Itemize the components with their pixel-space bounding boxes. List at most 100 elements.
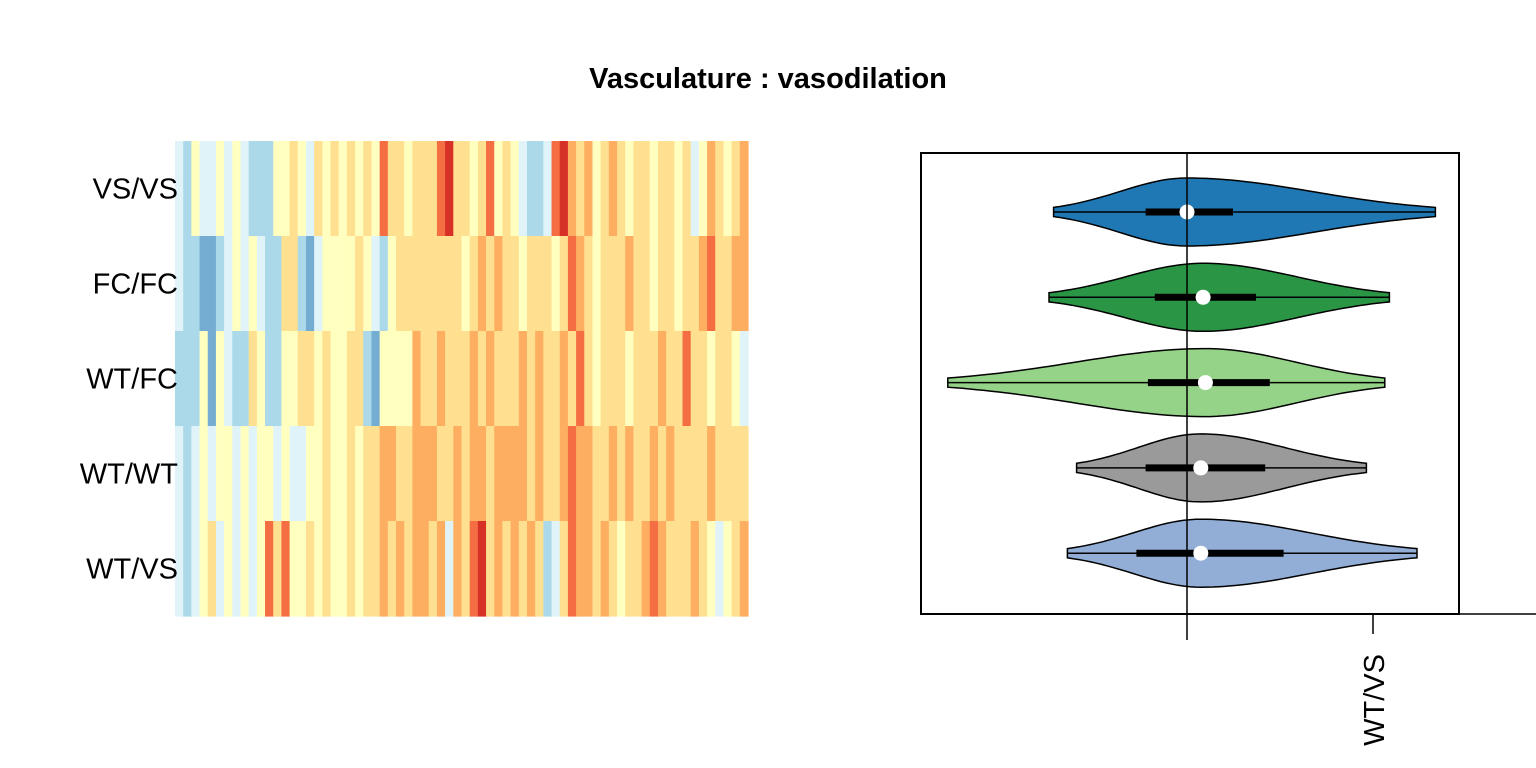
heatmap-cell	[191, 521, 201, 617]
heatmap-cell	[666, 141, 675, 237]
heatmap-cell	[183, 236, 192, 332]
heatmap-cell	[322, 331, 332, 427]
heatmap-cell	[649, 141, 659, 237]
heatmap-cell	[191, 141, 201, 237]
heatmap-cell	[305, 521, 315, 617]
heatmap-cell	[682, 426, 692, 522]
heatmap-cell	[715, 236, 725, 332]
heatmap-row-labels: VS/VS FC/FC WT/FC WT/WT WT/VS	[80, 174, 179, 586]
heatmap-cell	[387, 331, 397, 427]
heatmap-cell	[404, 141, 413, 237]
heatmap-cell	[592, 521, 602, 617]
heatmap-cell	[461, 521, 471, 617]
heatmap-cell	[592, 331, 602, 427]
heatmap-cell	[486, 521, 495, 617]
heatmap-cell	[445, 426, 454, 522]
heatmap-cell	[338, 236, 348, 332]
heatmap-cell	[232, 236, 242, 332]
chart-title: Vasculature : vasodilation	[589, 63, 947, 95]
heatmap-cell	[657, 236, 667, 332]
heatmap-cell	[674, 236, 684, 332]
heatmap-cell	[363, 426, 373, 522]
heatmap-cell	[175, 521, 184, 617]
heatmap-cell	[674, 521, 684, 617]
heatmap-cell	[698, 426, 708, 522]
heatmap-cell	[183, 521, 192, 617]
heatmap-cell	[175, 236, 184, 332]
heatmap-cell	[396, 521, 405, 617]
heatmap-cell	[256, 521, 266, 617]
heatmap-cell	[256, 236, 266, 332]
heatmap-cell	[682, 521, 692, 617]
heatmap-cell	[649, 426, 659, 522]
heatmap-cell	[461, 236, 471, 332]
heatmap-cell	[330, 141, 340, 237]
heatmap-cell	[526, 521, 536, 617]
heatmap-cell	[477, 141, 487, 237]
heatmap-cell	[608, 141, 618, 237]
heatmap-cell	[199, 521, 209, 617]
heatmap-cell	[314, 426, 323, 522]
heatmap-cell	[715, 141, 725, 237]
heatmap-cell	[657, 141, 667, 237]
heatmap-cell	[502, 331, 512, 427]
heatmap-cell	[396, 426, 405, 522]
heatmap-cell	[625, 141, 634, 237]
heatmap-cell	[281, 521, 291, 617]
heatmap-cell	[453, 521, 463, 617]
heatmap-cell	[723, 236, 733, 332]
heatmap-cell	[420, 426, 430, 522]
heatmap-cell	[682, 331, 692, 427]
heatmap-cell	[363, 141, 373, 237]
heatmap-cell	[633, 141, 643, 237]
heatmap-cell	[690, 141, 700, 237]
heatmap-cell	[240, 426, 250, 522]
heatmap-cell	[486, 236, 495, 332]
heatmap-cell	[551, 331, 561, 427]
heatmap-cell	[281, 141, 291, 237]
heatmap-cell	[330, 426, 340, 522]
heatmap-row-label: WT/FC	[86, 364, 178, 396]
heatmap-cell	[592, 141, 602, 237]
heatmap-cell	[567, 236, 577, 332]
heatmap-cell	[396, 331, 405, 427]
heatmap-cell	[281, 331, 291, 427]
heatmap-cell	[502, 141, 512, 237]
heatmap-cell	[297, 141, 307, 237]
heatmap-cell	[215, 141, 225, 237]
heatmap-cell	[240, 331, 250, 427]
heatmap-cell	[412, 331, 422, 427]
heatmap-cell	[412, 236, 422, 332]
heatmap-cell	[617, 331, 626, 427]
heatmap-cell	[551, 236, 561, 332]
heatmap-cell	[199, 141, 209, 237]
heatmap-cell	[232, 426, 242, 522]
heatmap-cell	[355, 141, 364, 237]
heatmap-cell	[649, 236, 659, 332]
heatmap-cell	[494, 426, 504, 522]
heatmap-row-label: WT/VS	[86, 554, 178, 586]
heatmap-cell	[404, 426, 413, 522]
heatmap-cell	[690, 331, 700, 427]
heatmap-cell	[633, 521, 643, 617]
heatmap-cell	[608, 521, 618, 617]
heatmap-cell	[281, 426, 291, 522]
heatmap-cell	[330, 236, 340, 332]
heatmap-cell	[559, 426, 569, 522]
heatmap-cell	[297, 521, 307, 617]
heatmap-cell	[543, 426, 553, 522]
heatmap-cell	[576, 236, 585, 332]
heatmap-cell	[666, 331, 675, 427]
heatmap-cell	[617, 236, 626, 332]
heatmap-cell	[707, 236, 716, 332]
heatmap-cell	[191, 426, 201, 522]
heatmap-cell	[469, 426, 479, 522]
heatmap-cell	[526, 426, 536, 522]
heatmap-cell	[559, 331, 569, 427]
heatmap-cell	[486, 331, 495, 427]
heatmap-cell	[232, 521, 242, 617]
heatmap-cell	[600, 521, 610, 617]
violin-shapes	[947, 153, 1437, 640]
heatmap-cell	[690, 236, 700, 332]
heatmap-cell	[289, 141, 299, 237]
